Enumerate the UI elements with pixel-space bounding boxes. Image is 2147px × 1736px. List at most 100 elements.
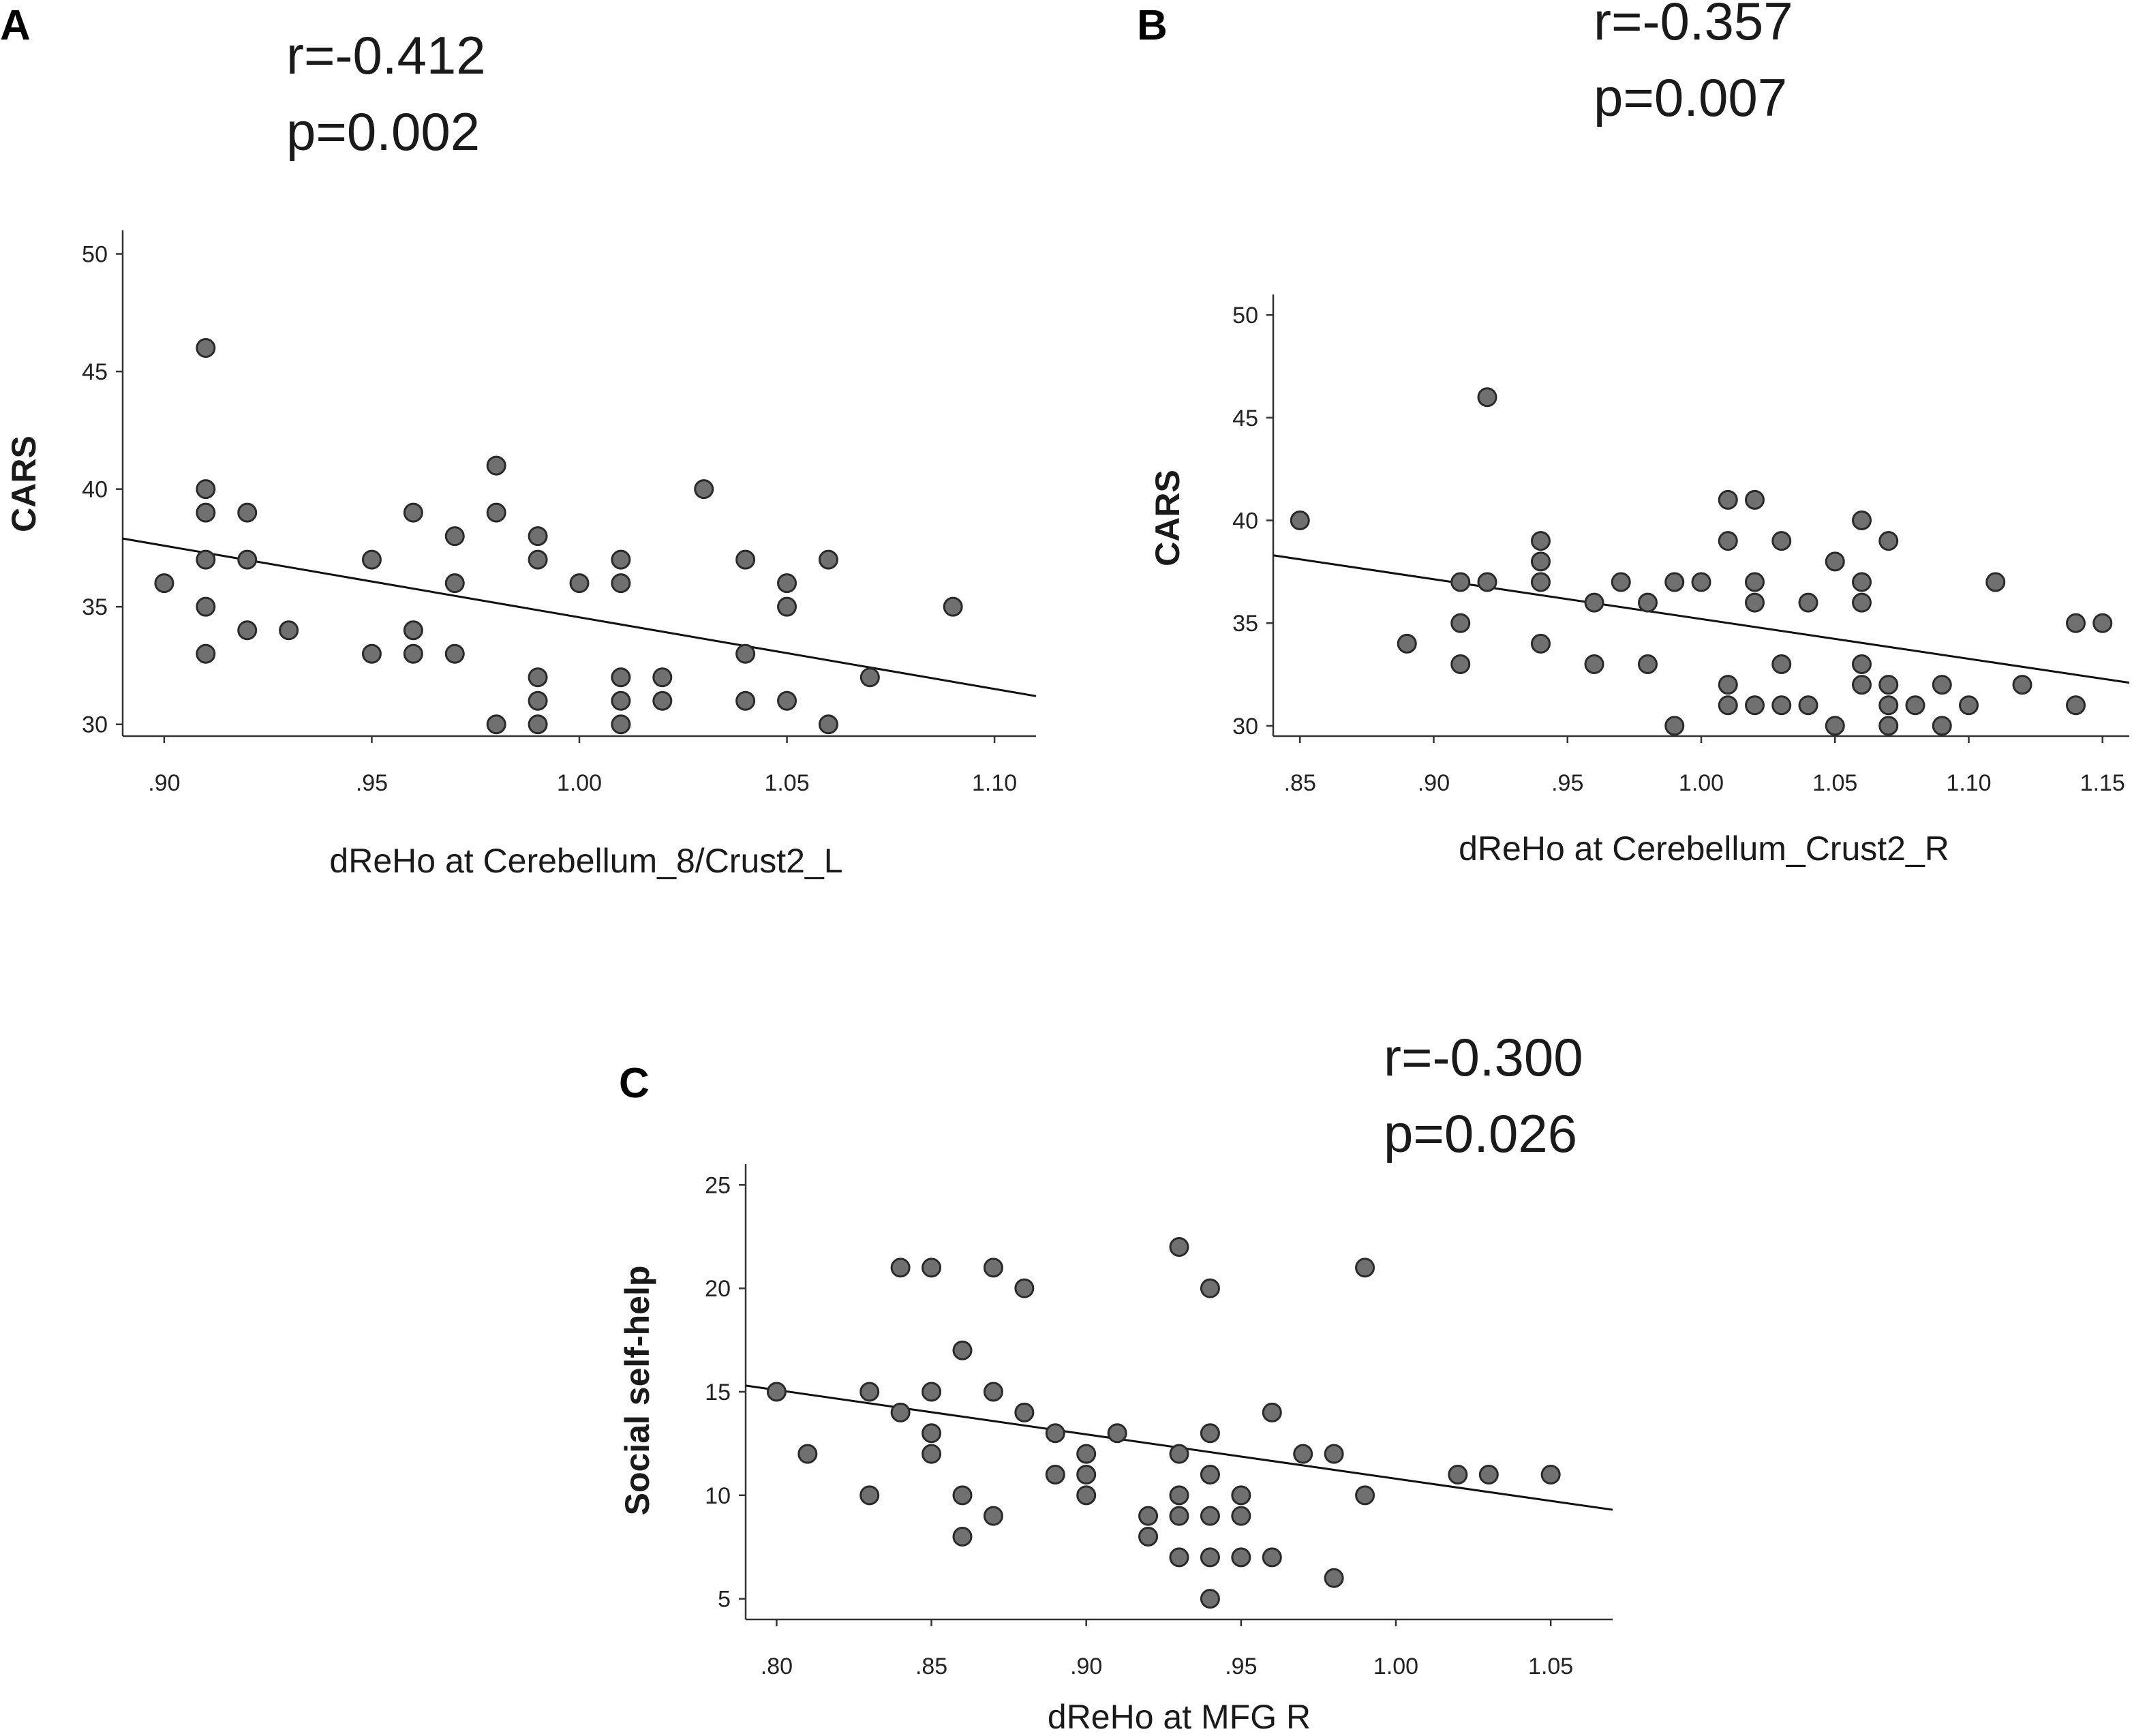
panel-a-data-point [735, 549, 756, 570]
panel-a-data-point [569, 573, 590, 594]
panel-b-data-point [1985, 572, 2006, 592]
panel-a-data-point [528, 690, 548, 711]
panel-b-data-point [1959, 695, 1979, 716]
panel-c-y-tick-label: 5 [718, 1587, 731, 1613]
panel-a-data-point [444, 643, 465, 664]
panel-c-data-point [1355, 1485, 1375, 1506]
panel-a-data-point [279, 620, 299, 641]
panel-b-data-point [1584, 654, 1604, 675]
panel-a-data-point [196, 338, 216, 359]
panel-b-data-point [1745, 489, 1765, 510]
panel-b-regression-line [1273, 554, 2130, 684]
panel-a-data-point [237, 620, 258, 641]
panel-c-x-tick-label: .90 [1070, 1654, 1102, 1679]
panel-a-data-point [196, 643, 216, 664]
panel-b-data-point [2012, 675, 2032, 695]
panel-a-x-tick-label: 1.10 [972, 770, 1017, 796]
panel-b-data-point [1825, 551, 1845, 572]
panel-b-stat-p: p=0.007 [1594, 67, 1787, 127]
panel-c-data-point [1169, 1547, 1189, 1568]
panel-c-data-point [952, 1485, 973, 1506]
panel-b-data-point [1397, 633, 1417, 654]
panel-b-data-point [1798, 592, 1818, 613]
panel-c-data-point [1324, 1444, 1344, 1464]
panel-b-data-point [1638, 592, 1658, 613]
panel-b-data-point [1638, 654, 1658, 675]
panel-b-y-tick-label: 50 [1232, 303, 1258, 329]
panel-a-data-point [486, 455, 506, 476]
panel-c-data-point [1076, 1485, 1097, 1506]
panel-b-y-axis-title: CARS [1148, 470, 1187, 566]
panel-a-data-point [735, 690, 756, 711]
panel-c-data-point [859, 1382, 880, 1402]
panel-b-data-point [1852, 592, 1872, 613]
panel-b-data-point [1932, 675, 1952, 695]
panel-c-data-point [1138, 1506, 1159, 1526]
panel-c-y-tick-label: 20 [705, 1276, 731, 1302]
panel-c-data-point [1169, 1444, 1189, 1464]
panel-c-data-point [1478, 1464, 1499, 1484]
panel-c-data-point [952, 1340, 973, 1360]
panel-a-data-point [528, 549, 548, 570]
panel-c-data-point [1014, 1278, 1035, 1298]
panel-c-y-tick-label: 25 [705, 1172, 731, 1198]
panel-c-data-point [983, 1382, 1003, 1402]
panel-b-y-tick-label: 45 [1232, 406, 1258, 431]
panel-c-x-tick-label: .85 [915, 1654, 947, 1679]
panel-b-x-axis-title: dReHo at Cerebellum_Crust2_R [1459, 829, 1949, 868]
panel-b-data-point [1290, 511, 1310, 531]
panel-c-data-point [1045, 1423, 1065, 1444]
panel-a-data-point [943, 596, 963, 617]
panel-a-data-point [444, 573, 465, 594]
panel-c-y-tick-label: 10 [705, 1483, 731, 1509]
panel-b-x-tick-label: 1.15 [2080, 770, 2125, 796]
panel-c-data-point [922, 1382, 942, 1402]
panel-b-data-point [1664, 716, 1685, 736]
panel-c-x-tick-label: .80 [761, 1654, 793, 1679]
panel-a-data-point [652, 667, 673, 688]
panel-b-data-point [1691, 572, 1711, 592]
panel-b-data-point [2066, 695, 2086, 716]
panel-b-data-point [1450, 654, 1471, 675]
panel-c-x-tick-label: 1.00 [1373, 1654, 1418, 1679]
panel-a-data-point [154, 573, 174, 594]
panel-c-data-point [890, 1258, 911, 1278]
panel-b-data-point [1878, 716, 1899, 736]
panel-b-x-tick-label: 1.00 [1679, 770, 1724, 796]
panel-b-data-point [1664, 572, 1685, 592]
panel-a-data-point [403, 620, 423, 641]
panel-a-data-point [196, 479, 216, 500]
panel-a-data-point [196, 502, 216, 523]
panel-c-data-point [1200, 1464, 1220, 1484]
panel-b-data-point [1718, 489, 1738, 510]
panel-a-data-point [486, 502, 506, 523]
panel-b-x-tick-label: 1.10 [1946, 770, 1991, 796]
panel-a-data-point [611, 667, 631, 688]
panel-c-data-point [1045, 1464, 1065, 1484]
panel-b-data-point [1771, 695, 1792, 716]
panel-a-data-point [403, 643, 423, 664]
panel-b-data-point [1718, 531, 1738, 551]
panel-c-data-point [1355, 1258, 1375, 1278]
panel-b-data-point [1878, 531, 1899, 551]
panel-b-x-tick-label: .85 [1284, 770, 1316, 796]
panel-a-letter: A [0, 2, 31, 49]
panel-b-data-point [1852, 654, 1872, 675]
panel-a-data-point [818, 714, 838, 735]
panel-c-data-point [797, 1444, 818, 1464]
panel-b-y-tick-label: 35 [1232, 611, 1258, 637]
panel-c-data-point [922, 1423, 942, 1444]
panel-c-data-point [1169, 1236, 1189, 1257]
panel-c-data-point [1200, 1547, 1220, 1568]
panel-a-data-point [403, 502, 423, 523]
panel-b-data-point [1852, 572, 1872, 592]
panel-a-data-point [777, 596, 797, 617]
panel-a-x-tick-label: 1.00 [557, 770, 602, 796]
panel-a-data-point [611, 573, 631, 594]
panel-a-data-point [528, 526, 548, 547]
panel-b-data-point [1878, 675, 1899, 695]
panel-a-data-point [528, 667, 548, 688]
panel-a-data-point [196, 549, 216, 570]
panel-b-data-point [1771, 531, 1792, 551]
